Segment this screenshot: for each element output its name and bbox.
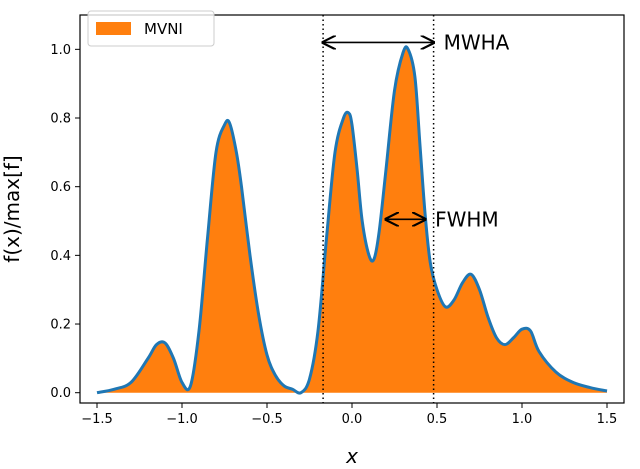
y-tick-label-1: 0.2 [50,318,71,333]
series-area-0 [97,46,607,394]
y-axis-label: f(x)/max[f] [0,155,24,262]
x-tick-label-2: −0.5 [251,412,283,427]
y-tick-label-0: 0.0 [50,386,71,401]
legend-box [87,10,215,47]
annotations: MWHA FWHM [323,30,510,231]
x-tick-label-6: 1.5 [597,412,618,427]
vertical-lines [322,15,435,403]
series-line-0 [96,45,608,395]
y-tick-label-4: 0.8 [50,112,71,127]
x-tick-label-5: 1.0 [512,412,533,427]
annotation-label-1: FWHM [435,207,499,231]
x-ticks: −1.5 −1.0 −0.5 0.0 0.5 1.0 1.5 [81,403,617,427]
y-tick-label-2: 0.4 [50,249,71,264]
x-tick-label-0: −1.5 [81,412,113,427]
y-ticks: 0.0 0.2 0.4 0.6 0.8 1.0 [50,43,80,401]
x-axis-label: x [345,444,358,468]
y-tick-label-5: 1.0 [50,43,71,58]
y-tick-label-3: 0.6 [50,180,71,195]
x-tick-label-3: 0.0 [342,412,363,427]
legend-label: MVNI [144,20,183,38]
legend-swatch [96,22,131,35]
plot-area [96,45,608,395]
legend: MVNI [87,10,215,47]
annotation-label-0: MWHA [444,30,510,54]
x-tick-label-1: −1.0 [166,412,198,427]
x-tick-label-4: 0.5 [427,412,448,427]
